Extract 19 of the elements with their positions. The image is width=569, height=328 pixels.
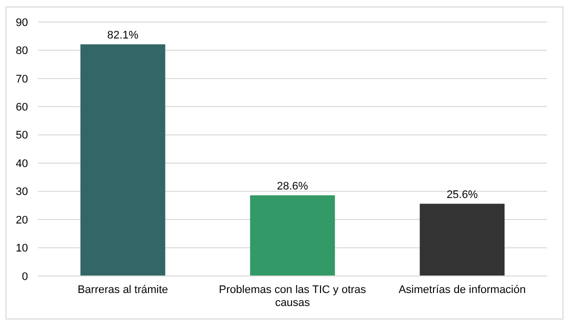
data-label: 82.1% [107,29,139,42]
x-tick-label: Problemas con las TIC y otras causas [218,284,367,309]
y-tick-label: 0 [22,270,28,283]
data-label: 25.6% [446,188,478,201]
y-tick-label: 20 [16,214,28,226]
y-tick-label: 30 [16,186,28,198]
y-tick-label: 80 [16,45,28,58]
x-tick-label: Barreras al trámite [78,284,168,296]
y-tick-label: 40 [16,158,28,170]
bar [80,44,166,276]
x-tick-label: Asimetrías de información [398,284,526,296]
y-tick-label: 70 [16,73,28,86]
data-label: 28.6% [276,180,308,192]
y-tick-label: 10 [16,242,28,255]
y-tick-label: 60 [16,102,28,114]
y-tick-label: 90 [16,16,28,29]
y-tick-label: 50 [16,130,28,142]
bar [250,195,335,276]
bar [420,204,505,276]
